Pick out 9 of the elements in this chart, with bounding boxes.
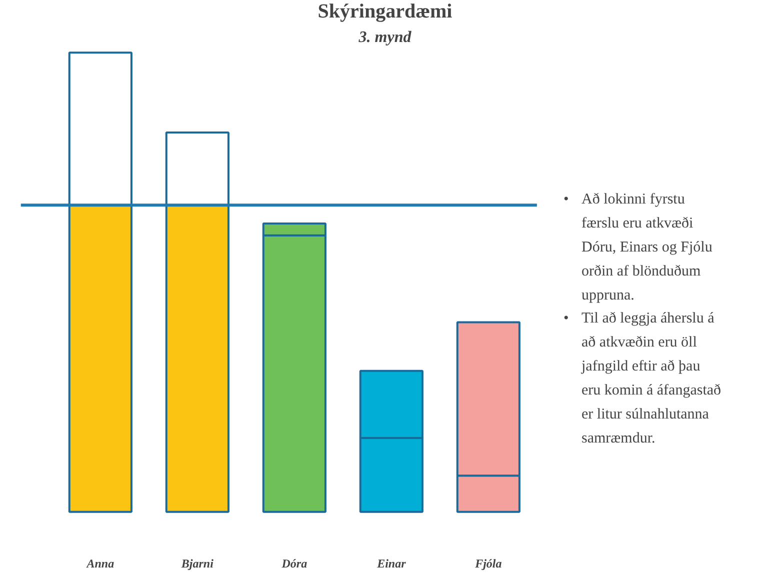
text: • Til að leggja áherslu á að atkvæðin eru öll jafngild eftir að þau eru komin á áfangastað er litur súlnahlutanna samræmdur. [564,310,722,446]
chart-title: Skýringardæmi [318,0,453,22]
chart-subtitle: 3. mynd [358,29,412,46]
x-tick-label: Dóra [280,556,308,570]
x-tick-label: Fjóla [474,556,502,570]
x-tick-label: Einar [376,556,406,570]
text: • Að lokinni fyrstu færslu eru atkvæði Dóru, Einars og Fjólu orðin af blönduðum uppruna. [564,192,713,304]
x-tick-label: Bjarni [180,556,214,570]
x-tick-label: Anna [86,556,114,570]
